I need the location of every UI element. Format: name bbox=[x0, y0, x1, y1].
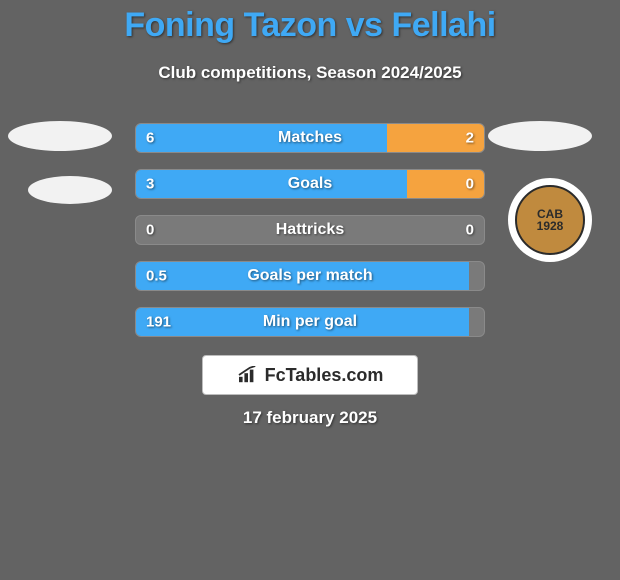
stat-value-left: 6 bbox=[146, 130, 154, 147]
stat-value-left: 191 bbox=[146, 314, 171, 331]
stat-row: 62Matches bbox=[135, 123, 485, 153]
footer-date: 17 february 2025 bbox=[0, 408, 620, 428]
stat-value-right: 0 bbox=[466, 176, 474, 193]
stat-bar-spacer bbox=[469, 308, 484, 336]
stat-value-left: 0.5 bbox=[146, 268, 167, 285]
stat-bar-left bbox=[136, 262, 469, 290]
stat-bar-spacer bbox=[136, 216, 484, 244]
stat-bar-left bbox=[136, 170, 407, 198]
brand-box: FcTables.com bbox=[202, 355, 418, 395]
stat-row: 00Hattricks bbox=[135, 215, 485, 245]
bar-chart-icon bbox=[237, 366, 259, 384]
stat-row: 30Goals bbox=[135, 169, 485, 199]
stat-value-right: 2 bbox=[466, 130, 474, 147]
comparison-infographic: Foning Tazon vs Fellahi Club competition… bbox=[0, 0, 620, 580]
subtitle: Club competitions, Season 2024/2025 bbox=[0, 63, 620, 83]
page-title: Foning Tazon vs Fellahi bbox=[0, 0, 620, 45]
stat-value-left: 0 bbox=[146, 222, 154, 239]
stat-value-right: 0 bbox=[466, 222, 474, 239]
stat-bar-left bbox=[136, 308, 469, 336]
club-badge-outer: CAB1928 bbox=[508, 178, 592, 262]
avatar-ellipse bbox=[28, 176, 112, 204]
avatar-ellipse bbox=[8, 121, 112, 151]
avatar-ellipse bbox=[488, 121, 592, 151]
stat-bar-spacer bbox=[469, 262, 484, 290]
stat-bar-left bbox=[136, 124, 387, 152]
club-badge-inner: CAB1928 bbox=[515, 185, 585, 255]
stat-value-left: 3 bbox=[146, 176, 154, 193]
stat-row: 191Min per goal bbox=[135, 307, 485, 337]
stat-row: 0.5Goals per match bbox=[135, 261, 485, 291]
brand-label: FcTables.com bbox=[265, 365, 384, 386]
badge-text-bottom: 1928 bbox=[537, 220, 564, 232]
